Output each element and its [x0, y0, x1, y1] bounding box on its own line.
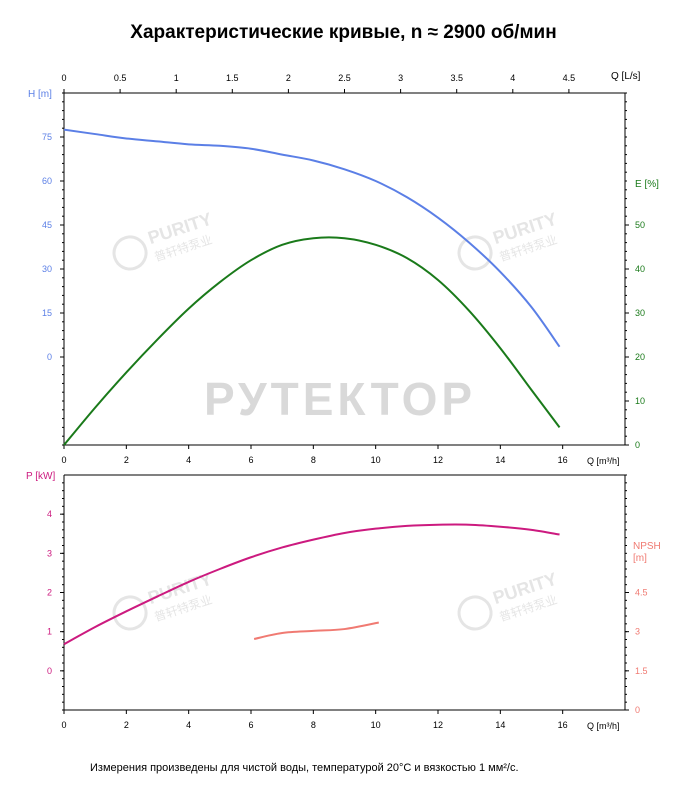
h-tick-label: 75	[42, 132, 52, 142]
npsh-axis-unit: [m]	[633, 553, 647, 564]
lower-x-tick-label: 14	[495, 720, 505, 730]
upper-top-tick-label: 0.5	[114, 73, 127, 83]
npsh-axis-label: NPSH	[633, 541, 661, 552]
npsh-curve	[253, 621, 379, 640]
upper-top-tick-label: 1.5	[226, 73, 239, 83]
head-curve	[63, 128, 561, 348]
upper-x-tick-label: 8	[311, 455, 316, 465]
upper-panel: 0 2 4 6 8 10 12 14 16 0 0.5 1 1.5 2 2.5 3 3.5 4 4.5 0 15 30 45…	[28, 71, 659, 466]
e-tick-label: 50	[635, 220, 645, 230]
watermark-text: РУТЕКТОР	[204, 373, 476, 425]
power-curve	[63, 523, 560, 646]
upper-x-tick-label: 10	[371, 455, 381, 465]
e-axis-label: E [%]	[635, 179, 659, 190]
lower-x-tick-label: 16	[558, 720, 568, 730]
lower-x-tick-label: 10	[371, 720, 381, 730]
upper-top-tick-label: 0	[61, 73, 66, 83]
upper-top-tick-label: 3.5	[450, 73, 463, 83]
upper-top-tick-label: 1	[174, 73, 179, 83]
lower-x-tick-label: 12	[433, 720, 443, 730]
upper-x-tick-label: 4	[186, 455, 191, 465]
efficiency-curve	[63, 236, 561, 446]
upper-top-tick-label: 3	[398, 73, 403, 83]
h-tick-label: 45	[42, 220, 52, 230]
h-tick-label: 0	[47, 352, 52, 362]
p-axis-label: P [kW]	[26, 471, 55, 482]
purity-logo-icon	[112, 235, 148, 271]
e-tick-label: 10	[635, 396, 645, 406]
q-ls-axis-label: Q [L/s]	[611, 71, 641, 82]
npsh-tick-label: 0	[635, 705, 640, 715]
upper-top-tick-label: 4.5	[563, 73, 576, 83]
npsh-tick-label: 1.5	[635, 666, 648, 676]
h-axis-label: H [m]	[28, 89, 52, 100]
p-tick-label: 1	[47, 627, 52, 637]
lower-q-axis-label: Q [m³/h]	[587, 721, 620, 731]
npsh-tick-label: 4.5	[635, 588, 648, 598]
lower-x-tick-label: 4	[186, 720, 191, 730]
h-tick-label: 30	[42, 264, 52, 274]
npsh-tick-label: 3	[635, 627, 640, 637]
upper-q-axis-label: Q [m³/h]	[587, 456, 620, 466]
e-tick-label: 40	[635, 264, 645, 274]
p-tick-label: 2	[47, 588, 52, 598]
upper-x-tick-label: 0	[61, 455, 66, 465]
h-tick-label: 60	[42, 176, 52, 186]
upper-x-tick-label: 12	[433, 455, 443, 465]
e-tick-label: 30	[635, 308, 645, 318]
upper-top-tick-label: 2	[286, 73, 291, 83]
e-tick-label: 20	[635, 352, 645, 362]
purity-logo-icon	[457, 235, 493, 271]
purity-logo-icon	[457, 595, 493, 631]
lower-x-tick-label: 6	[248, 720, 253, 730]
upper-x-tick-label: 6	[248, 455, 253, 465]
e-tick-label: 0	[635, 440, 640, 450]
upper-top-tick-label: 2.5	[338, 73, 351, 83]
p-tick-label: 0	[47, 666, 52, 676]
chart-title: Характеристические кривые, n ≈ 2900 об/м…	[130, 22, 557, 43]
upper-top-tick-label: 4	[510, 73, 515, 83]
upper-x-tick-label: 14	[495, 455, 505, 465]
p-tick-label: 3	[47, 548, 52, 558]
p-tick-label: 4	[47, 509, 52, 519]
footnote: Измерения произведены для чистой воды, т…	[90, 762, 519, 774]
lower-x-tick-label: 2	[124, 720, 129, 730]
lower-x-tick-label: 0	[61, 720, 66, 730]
purity-logo-icon	[112, 595, 148, 631]
upper-x-tick-label: 2	[124, 455, 129, 465]
h-tick-label: 15	[42, 308, 52, 318]
upper-x-tick-label: 16	[558, 455, 568, 465]
lower-x-tick-label: 8	[311, 720, 316, 730]
